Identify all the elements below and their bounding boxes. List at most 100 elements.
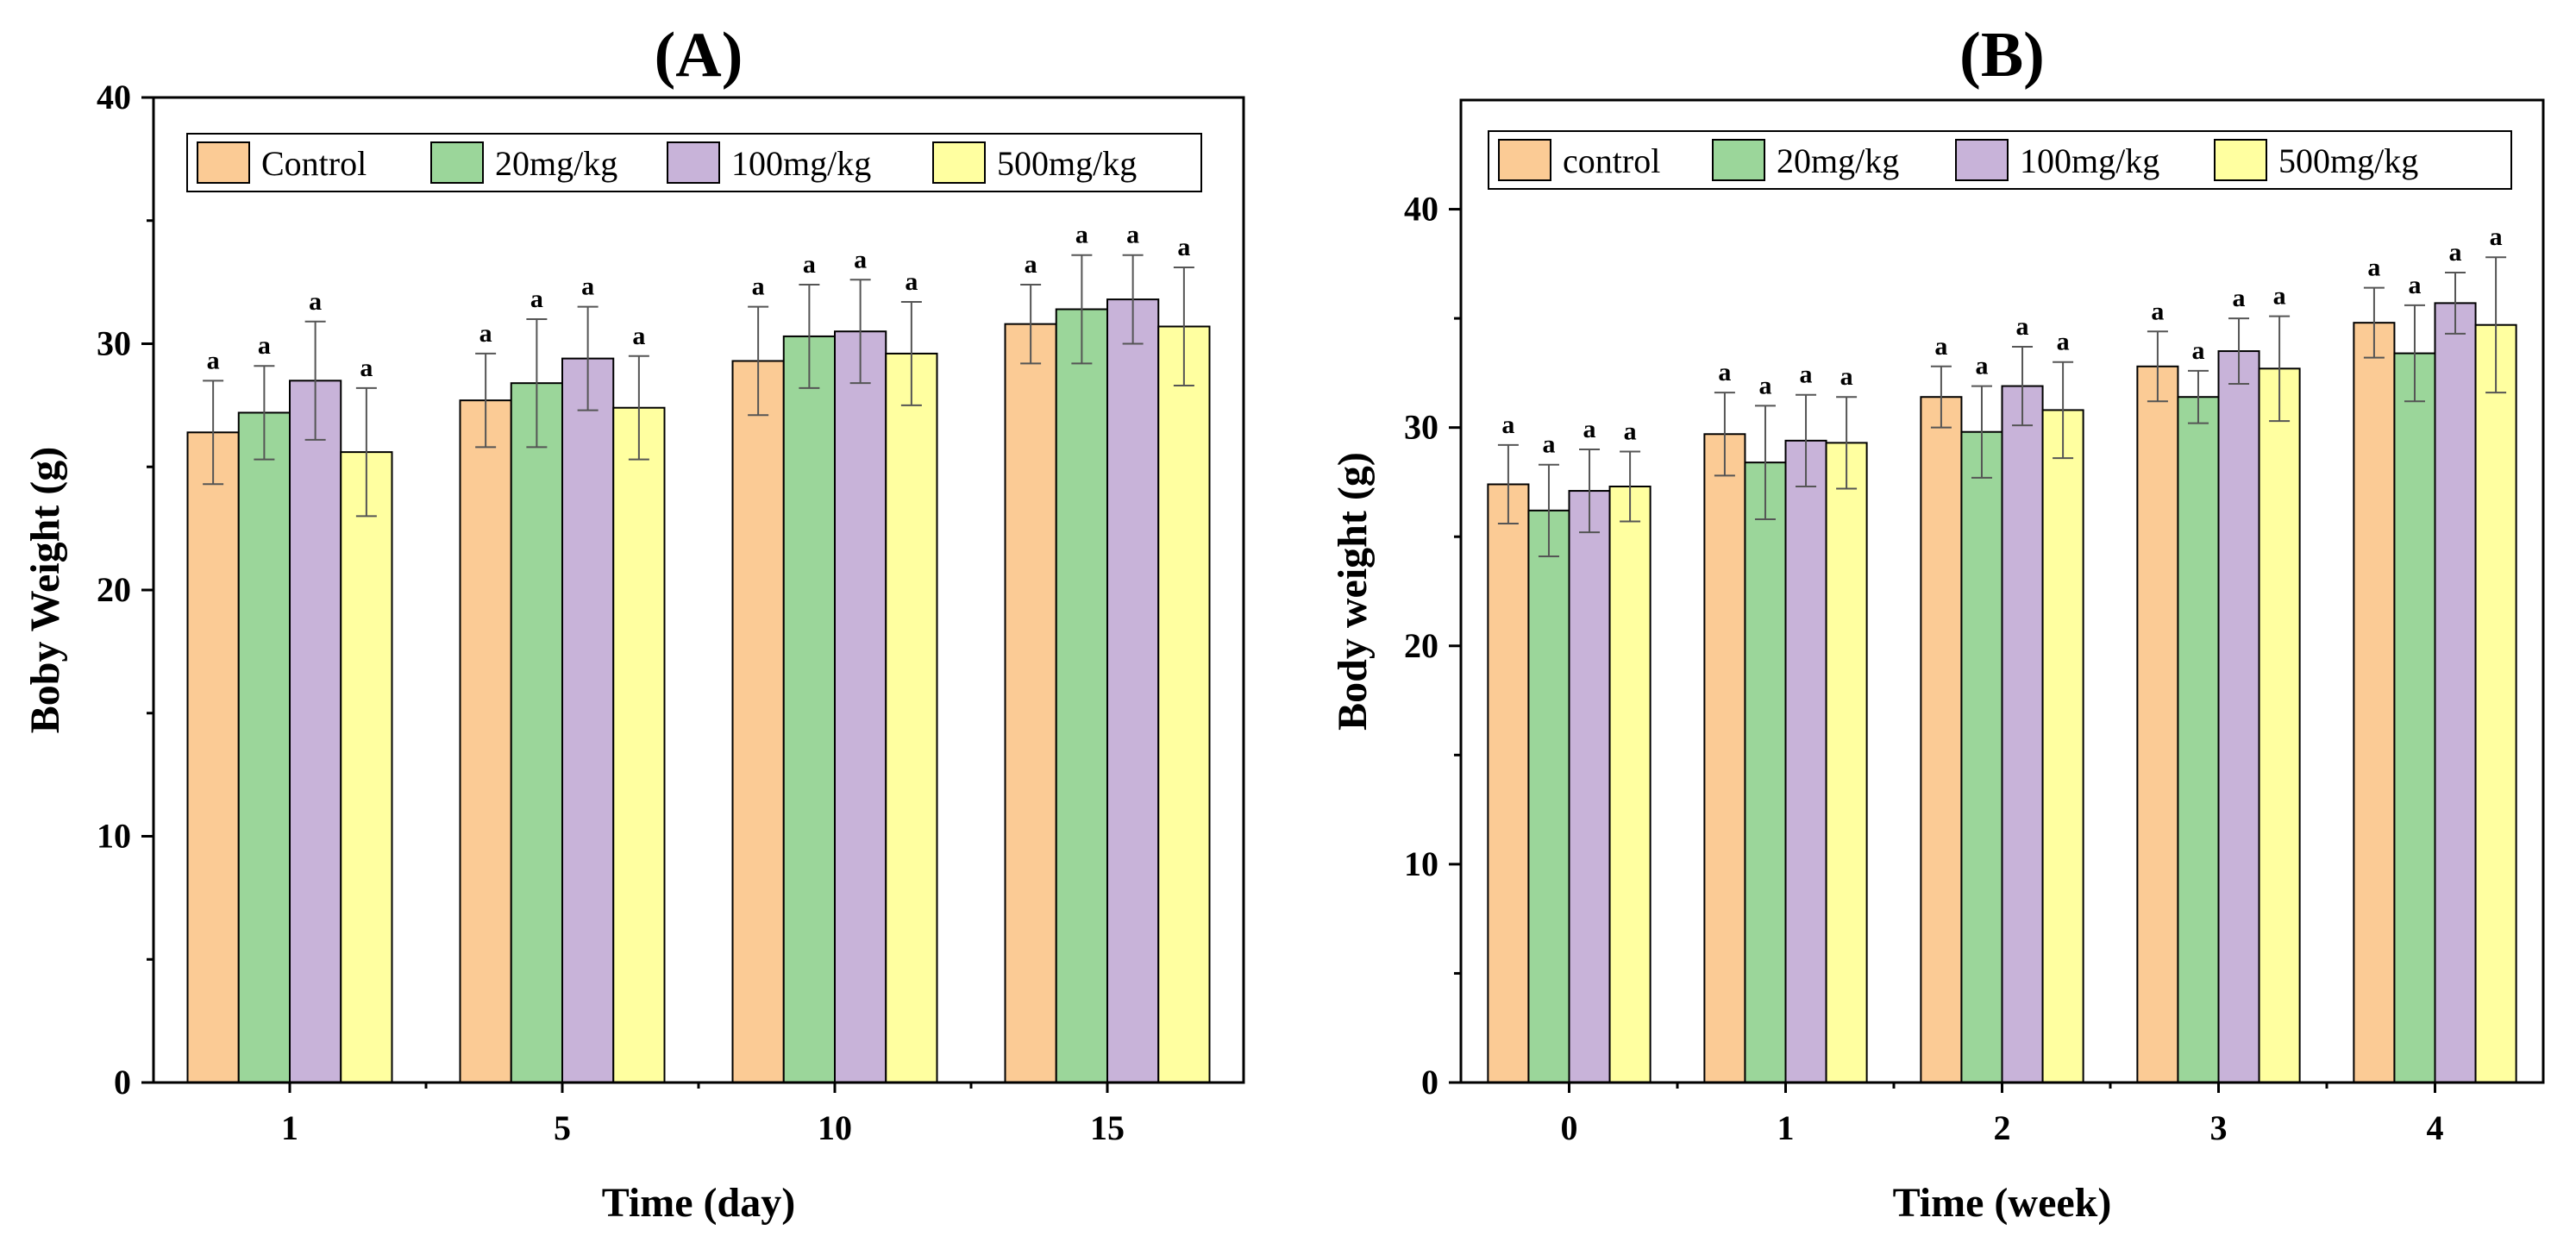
- bar: [1744, 461, 1787, 1083]
- significance-label: a: [309, 287, 322, 316]
- bar: [782, 335, 836, 1083]
- legend-label: 100mg/kg: [2020, 141, 2159, 180]
- significance-label: a: [854, 245, 867, 273]
- y-tick-label: 30: [97, 324, 131, 363]
- significance-label: a: [1975, 352, 1988, 380]
- bar: [1784, 439, 1827, 1083]
- bar: [1055, 308, 1108, 1083]
- legend-label: control: [1563, 141, 1660, 180]
- bar: [612, 406, 666, 1084]
- bar: [1825, 442, 1868, 1083]
- significance-label: a: [2367, 254, 2380, 282]
- significance-label: a: [2273, 282, 2286, 311]
- bar: [1157, 325, 1211, 1083]
- legend-label: 500mg/kg: [2278, 141, 2418, 180]
- legend-swatch: [1955, 139, 2009, 181]
- significance-label: a: [2191, 336, 2204, 365]
- bar: [2136, 365, 2179, 1084]
- significance-label: a: [752, 273, 765, 301]
- bar-chart-a: (A) a a a a 1 a a a a 5 a a a a 10 a a a a 15 0 10 20 30 40 Time (…: [22, 20, 1245, 1226]
- legend-swatch: [1498, 139, 1551, 181]
- significance-label: a: [632, 322, 645, 350]
- bar: [2177, 396, 2220, 1083]
- significance-label: a: [207, 346, 220, 374]
- significance-label: a: [2057, 328, 2070, 356]
- x-tick-label: 4: [2427, 1108, 2444, 1147]
- y-tick-label: 20: [1404, 626, 1438, 665]
- legend-label: 20mg/kg: [495, 144, 617, 183]
- bar: [186, 431, 240, 1083]
- bar: [459, 399, 512, 1084]
- bar: [289, 380, 342, 1083]
- significance-label: a: [1075, 221, 1088, 249]
- significance-label: a: [258, 331, 271, 360]
- significance-label: a: [2449, 238, 2462, 267]
- legend-swatch: [667, 141, 720, 184]
- significance-label: a: [1800, 361, 1813, 389]
- bar: [2001, 385, 2044, 1083]
- significance-label: a: [1501, 411, 1514, 439]
- significance-label: a: [360, 354, 373, 382]
- bar: [1527, 509, 1570, 1083]
- significance-label: a: [479, 319, 492, 348]
- significance-label: a: [905, 267, 918, 296]
- significance-label: a: [2408, 271, 2421, 299]
- significance-label: a: [2151, 297, 2164, 325]
- x-tick-label: 1: [281, 1108, 298, 1147]
- legend-label: 100mg/kg: [731, 144, 871, 183]
- y-tick-label: 40: [1404, 190, 1438, 229]
- bar: [510, 382, 563, 1083]
- significance-label: a: [530, 285, 543, 313]
- x-tick-label: 2: [1994, 1108, 2011, 1147]
- plot-frame: [152, 96, 1245, 1084]
- legend-swatch: [932, 141, 986, 184]
- significance-label: a: [1583, 415, 1596, 443]
- bar: [885, 352, 938, 1084]
- bar: [1960, 430, 2003, 1083]
- bar: [2217, 350, 2260, 1084]
- y-axis-title: Boby Weight (g): [22, 447, 68, 733]
- y-tick-label: 0: [114, 1063, 131, 1102]
- x-tick-label: 0: [1561, 1108, 1578, 1147]
- bar: [237, 411, 291, 1083]
- legend-label: Control: [261, 144, 367, 183]
- bar: [1608, 486, 1652, 1083]
- bar: [1920, 396, 1963, 1083]
- x-tick-label: 15: [1090, 1108, 1125, 1147]
- y-tick-label: 10: [1404, 844, 1438, 883]
- bar: [1487, 483, 1530, 1083]
- plot-frame: [1459, 98, 2545, 1084]
- bar: [1703, 433, 1746, 1083]
- x-tick-label: 3: [2210, 1108, 2228, 1147]
- bar: [1004, 323, 1057, 1084]
- chart-panel-a: (A) a a a a 1 a a a a 5 a a a a 10 a a a a 15 0 10 20 30 40 Time (…: [0, 0, 1288, 1245]
- significance-label: a: [2233, 284, 2246, 312]
- significance-label: a: [803, 250, 816, 279]
- x-tick-label: 1: [1777, 1108, 1795, 1147]
- y-axis-title: Body weight (g): [1330, 452, 1376, 731]
- significance-label: a: [1624, 417, 1637, 446]
- bar: [2041, 409, 2084, 1083]
- chart-panel-b: (B) a a a a 0 a a a a 1 a a a a 2 a a a a 3 a a a a 4 0 10 20 30 40 Tim…: [1288, 0, 2576, 1245]
- panel-title: (B): [1959, 20, 2045, 91]
- bar: [2353, 322, 2396, 1083]
- x-axis-title: Time (day): [602, 1180, 795, 1226]
- significance-label: a: [1025, 250, 1037, 279]
- significance-label: a: [1718, 358, 1731, 386]
- bar: [1106, 298, 1160, 1083]
- y-tick-label: 40: [97, 78, 131, 116]
- significance-label: a: [1758, 371, 1771, 399]
- significance-label: a: [581, 273, 594, 301]
- x-tick-label: 10: [818, 1108, 852, 1147]
- significance-label: a: [2490, 223, 2503, 251]
- legend-label: 20mg/kg: [1777, 141, 1899, 180]
- legend-swatch: [197, 141, 250, 184]
- y-tick-label: 10: [97, 817, 131, 856]
- panel-title: (A): [655, 20, 743, 91]
- bar: [2393, 352, 2436, 1083]
- significance-label: a: [1542, 430, 1555, 459]
- bar: [2434, 302, 2477, 1084]
- bar: [2474, 323, 2517, 1083]
- legend-swatch: [1712, 139, 1765, 181]
